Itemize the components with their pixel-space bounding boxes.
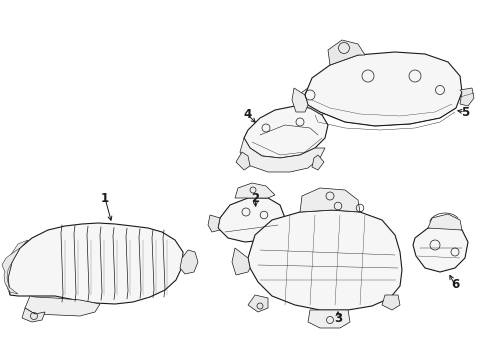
Polygon shape <box>232 248 250 275</box>
Polygon shape <box>295 88 328 115</box>
Polygon shape <box>240 138 325 172</box>
Polygon shape <box>248 210 402 310</box>
Polygon shape <box>208 215 220 232</box>
Polygon shape <box>300 188 360 212</box>
Polygon shape <box>22 308 45 322</box>
Polygon shape <box>428 214 462 230</box>
Polygon shape <box>218 198 285 242</box>
Text: 6: 6 <box>451 279 459 292</box>
Polygon shape <box>180 250 198 274</box>
Polygon shape <box>8 223 183 304</box>
Polygon shape <box>305 52 462 126</box>
Polygon shape <box>382 295 400 310</box>
Polygon shape <box>5 240 28 295</box>
Polygon shape <box>2 248 20 294</box>
Polygon shape <box>25 296 100 316</box>
Polygon shape <box>248 295 268 312</box>
Polygon shape <box>235 183 275 198</box>
Polygon shape <box>328 40 365 65</box>
Text: 4: 4 <box>244 108 252 122</box>
Polygon shape <box>460 88 474 106</box>
Text: 1: 1 <box>101 192 109 204</box>
Polygon shape <box>292 88 308 112</box>
Polygon shape <box>308 310 350 328</box>
Text: 2: 2 <box>251 192 259 204</box>
Polygon shape <box>244 106 328 158</box>
Text: 5: 5 <box>461 105 469 118</box>
Polygon shape <box>312 155 324 170</box>
Polygon shape <box>413 225 468 272</box>
Text: 3: 3 <box>334 311 342 324</box>
Polygon shape <box>236 152 250 170</box>
